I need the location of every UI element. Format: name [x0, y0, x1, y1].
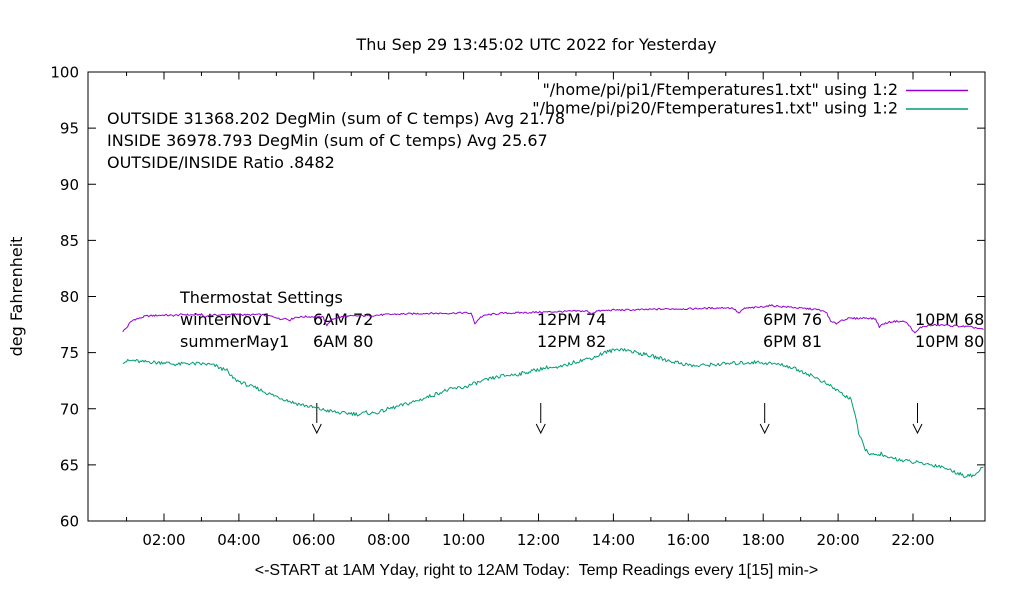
thermostat-winter-12pm: 12PM 74	[537, 310, 606, 329]
down-arrow-head	[311, 423, 322, 435]
x-tick-label: 14:00	[592, 531, 635, 549]
stats-line-ratio: OUTSIDE/INSIDE Ratio .8482	[107, 153, 335, 172]
down-arrow-head	[535, 423, 546, 435]
x-axis-label: <-START at 1AM Yday, right to 12AM Today…	[255, 562, 819, 579]
x-tick-label: 04:00	[217, 531, 260, 549]
chart-title: Thu Sep 29 13:45:02 UTC 2022 for Yesterd…	[355, 35, 716, 54]
thermostat-time-arrows	[311, 403, 923, 435]
y-tick-label: 70	[60, 400, 79, 418]
x-tick-label: 18:00	[742, 531, 785, 549]
thermostat-winter-6pm: 6PM 76	[763, 310, 822, 329]
y-tick-label: 80	[60, 288, 79, 306]
thermostat-summer-6am: 6AM 80	[313, 332, 373, 351]
thermostat-winter-10pm: 10PM 68	[915, 310, 984, 329]
x-tick-label: 06:00	[292, 531, 335, 549]
x-tick-label: 02:00	[142, 531, 185, 549]
thermostat-summer-6pm: 6PM 81	[763, 332, 822, 351]
stats-annotation: OUTSIDE 31368.202 DegMin (sum of C temps…	[107, 109, 565, 172]
x-tick-label: 20:00	[816, 531, 859, 549]
x-tick-label: 08:00	[367, 531, 410, 549]
down-arrow-head	[912, 423, 923, 435]
series-line-pi1	[122, 304, 984, 334]
thermostat-summer-12pm: 12PM 82	[537, 332, 606, 351]
y-tick-label: 100	[50, 64, 79, 82]
thermostat-winter-label: winterNov1	[180, 310, 272, 329]
y-tick-label: 60	[60, 513, 79, 531]
y-axis-label: deg Fahrenheit	[7, 237, 26, 357]
x-tick-label: 10:00	[442, 531, 485, 549]
y-tick-label: 85	[60, 232, 79, 250]
x-tick-label: 22:00	[891, 531, 934, 549]
thermostat-annotation: Thermostat Settings winterNov1 6AM 72 12…	[179, 288, 984, 351]
legend-entry-pi1-label: "/home/pi/pi1/Ftemperatures1.txt" using …	[542, 80, 898, 99]
stats-line-inside: INSIDE 36978.793 DegMin (sum of C temps)…	[107, 131, 548, 150]
stats-line-outside: OUTSIDE 31368.202 DegMin (sum of C temps…	[107, 109, 565, 128]
data-series	[122, 304, 984, 479]
x-tick-label: 12:00	[517, 531, 560, 549]
y-tick-label: 95	[60, 120, 79, 138]
down-arrow-head	[759, 423, 770, 435]
x-tick-label: 16:00	[667, 531, 710, 549]
thermostat-title: Thermostat Settings	[179, 288, 343, 307]
thermostat-winter-6am: 6AM 72	[313, 310, 373, 329]
y-tick-label: 90	[60, 176, 79, 194]
legend: "/home/pi/pi1/Ftemperatures1.txt" using …	[532, 80, 968, 118]
plot-axes: 02:00 04:00 06:00 08:00 10:00 12:00 14:00 16:00…	[50, 64, 986, 549]
series-line-pi20	[122, 348, 984, 479]
thermostat-summer-label: summerMay1	[180, 332, 289, 351]
thermostat-summer-10pm: 10PM 80	[915, 332, 984, 351]
y-tick-label: 75	[60, 344, 79, 362]
legend-entry-pi20-label: "/home/pi/pi20/Ftemperatures1.txt" using…	[532, 99, 898, 118]
y-tick-label: 65	[60, 456, 79, 474]
